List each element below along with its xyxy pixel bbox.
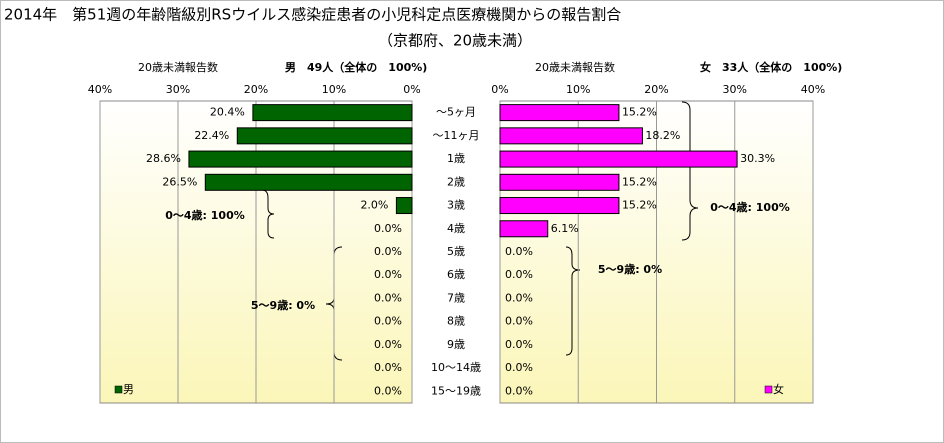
bar	[204, 173, 413, 191]
x-tick-label: 0%	[491, 83, 508, 96]
total-label: 男 49人（全体の 100%)	[285, 60, 427, 74]
x-tick-label: 10%	[322, 83, 346, 96]
value-label: 22.4%	[194, 129, 229, 142]
x-tick-label: 40%	[801, 83, 825, 96]
x-tick-label: 30%	[166, 83, 190, 96]
value-label: 15.2%	[622, 106, 657, 119]
category-label: ～11ヶ月	[433, 129, 480, 142]
value-label: 0.0%	[505, 268, 533, 281]
value-label: 0.0%	[374, 245, 402, 258]
value-label: 30.3%	[740, 152, 775, 165]
annotation: 0～4歳: 100%	[165, 208, 245, 222]
value-label: 26.5%	[162, 175, 197, 188]
value-label: 0.0%	[374, 291, 402, 304]
axis-header: 20歳未満報告数	[535, 61, 615, 74]
category-label: 15～19歳	[431, 384, 481, 397]
axis-header: 20歳未満報告数	[138, 61, 218, 74]
category-label: 9歳	[447, 338, 465, 351]
category-label: 7歳	[447, 291, 465, 304]
category-label: 2歳	[447, 175, 465, 188]
bar	[499, 104, 620, 122]
brace	[261, 189, 275, 239]
annotation: 5～9歳: 0%	[598, 262, 662, 276]
value-label: 0.0%	[374, 222, 402, 235]
value-label: 15.2%	[622, 175, 657, 188]
category-label: 3歳	[447, 199, 465, 212]
value-label: 15.2%	[622, 199, 657, 212]
chart-title: 2014年 第51週の年齢階級別RSウイルス感染症患者の小児科定点医療機関からの…	[4, 6, 621, 24]
value-label: 6.1%	[551, 222, 579, 235]
category-label: 6歳	[447, 268, 465, 281]
bar	[188, 150, 413, 168]
x-tick-label: 10%	[566, 83, 590, 96]
bar	[499, 127, 643, 145]
category-label: 10～14歳	[431, 361, 481, 374]
value-label: 0.0%	[374, 384, 402, 397]
category-label: 5歳	[447, 245, 465, 258]
value-label: 0.0%	[505, 361, 533, 374]
legend-label: 女	[773, 382, 784, 396]
value-label: 0.0%	[374, 315, 402, 328]
category-label: 1歳	[447, 152, 465, 165]
category-label: 8歳	[447, 315, 465, 328]
brace	[681, 101, 699, 241]
value-label: 0.0%	[505, 291, 533, 304]
brace	[565, 246, 581, 356]
legend-swatch	[114, 385, 123, 394]
value-label: 0.0%	[374, 338, 402, 351]
bar	[499, 173, 620, 191]
annotation: 5～9歳: 0%	[251, 298, 315, 312]
x-tick-label: 20%	[644, 83, 668, 96]
x-tick-label: 30%	[723, 83, 747, 96]
value-label: 0.0%	[505, 384, 533, 397]
bar	[499, 197, 620, 215]
total-label: 女 33人（全体の 100%)	[700, 60, 842, 74]
x-tick-label: 20%	[244, 83, 268, 96]
value-label: 18.2%	[645, 129, 680, 142]
chart-subtitle: （京都府、20歳未満）	[378, 32, 532, 50]
value-label: 20.4%	[210, 106, 245, 119]
value-label: 0.0%	[374, 268, 402, 281]
x-tick-label: 40%	[88, 83, 112, 96]
legend-label: 男	[123, 383, 134, 396]
category-label: 4歳	[447, 222, 465, 235]
annotation: 0～4歳: 100%	[710, 200, 790, 214]
value-label: 2.0%	[360, 199, 388, 212]
x-tick-label: 0%	[403, 83, 420, 96]
bar	[236, 127, 413, 145]
value-label: 0.0%	[505, 315, 533, 328]
value-label: 0.0%	[505, 338, 533, 351]
bar	[395, 197, 413, 215]
legend-swatch	[764, 385, 773, 394]
value-label: 0.0%	[374, 361, 402, 374]
bar	[252, 104, 413, 122]
category-label: ～5ヶ月	[436, 106, 476, 119]
bar	[499, 150, 738, 168]
value-label: 0.0%	[505, 245, 533, 258]
bar	[499, 220, 549, 238]
value-label: 28.6%	[146, 152, 181, 165]
